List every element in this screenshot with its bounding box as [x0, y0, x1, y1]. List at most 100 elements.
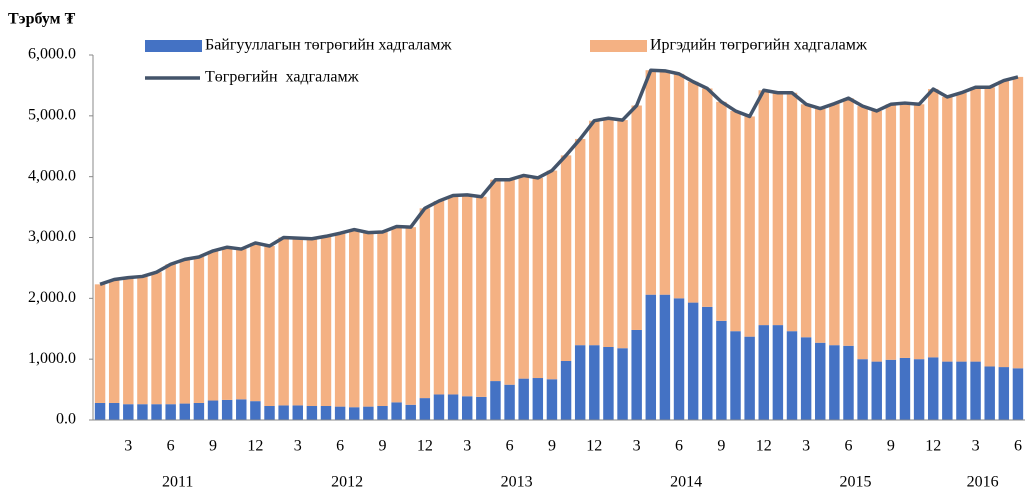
bar [193, 256, 205, 403]
x-tick-label: 12 [586, 438, 602, 455]
x-tick-label: 3 [972, 438, 980, 455]
bar [349, 407, 360, 420]
bar [377, 232, 388, 407]
bar [447, 394, 459, 420]
bar [137, 404, 148, 420]
bar [292, 405, 303, 420]
bar [94, 284, 106, 403]
bar [603, 118, 614, 348]
x-tick-label: 3 [802, 438, 810, 455]
bar [363, 406, 374, 420]
bar [800, 104, 812, 338]
x-tick-label: 9 [717, 438, 725, 455]
bar [306, 238, 318, 407]
x-tick-label: 12 [756, 438, 772, 455]
bar [772, 325, 784, 420]
bar [843, 345, 854, 420]
bar [574, 138, 586, 346]
bar [391, 226, 402, 403]
legend-swatch [145, 40, 202, 52]
line [99, 68, 1019, 286]
bar [899, 357, 911, 420]
bar [927, 89, 939, 358]
bar [320, 406, 332, 420]
bar [730, 331, 741, 420]
bar [236, 249, 247, 400]
bar [94, 402, 106, 420]
bar [306, 406, 318, 420]
x-tick-label: 3 [124, 438, 132, 455]
year-label: 2016 [967, 474, 999, 491]
bar [631, 329, 642, 420]
bar [589, 120, 600, 346]
legend-swatch [590, 40, 647, 52]
bar [744, 116, 755, 337]
bar [433, 201, 445, 395]
bar [476, 196, 487, 397]
y-tick-label: 1,000.0 [28, 350, 76, 367]
bar [419, 398, 431, 420]
bar [617, 348, 628, 420]
x-tick-label: 3 [463, 438, 471, 455]
year-label: 2012 [331, 474, 363, 491]
bar [207, 250, 219, 401]
bar [913, 104, 925, 360]
bar [716, 101, 727, 321]
bar [560, 155, 572, 361]
bar [970, 87, 981, 362]
bar [659, 70, 671, 295]
x-tick-label: 3 [633, 438, 641, 455]
bar [221, 247, 233, 400]
y-tick-label: 3,000.0 [28, 228, 76, 245]
y-tick-label: 0.0 [56, 411, 76, 428]
bar [885, 104, 897, 360]
bar [546, 170, 558, 380]
bar [956, 92, 967, 362]
x-tick-label: 6 [506, 438, 514, 455]
bar [927, 357, 939, 420]
x-tick-label: 9 [209, 438, 217, 455]
bar [617, 120, 628, 349]
bar [504, 179, 515, 385]
year-label: 2015 [840, 474, 872, 491]
bar [461, 194, 473, 397]
bar [264, 406, 275, 420]
bar [179, 403, 191, 420]
bar [363, 232, 374, 407]
bar [758, 325, 769, 420]
x-tick-label: 6 [675, 438, 683, 455]
bar [758, 90, 769, 326]
bar [1012, 368, 1024, 420]
bar [334, 406, 346, 420]
bar [899, 103, 911, 358]
bar [998, 80, 1010, 368]
bar [829, 103, 840, 346]
bar [419, 208, 431, 399]
x-tick-label: 9 [378, 438, 386, 455]
bar [193, 402, 205, 420]
y-tick-label: 2,000.0 [28, 289, 76, 306]
bar [772, 92, 784, 326]
bar [264, 246, 275, 407]
bar [334, 233, 346, 407]
bar [942, 361, 953, 420]
bar [532, 177, 544, 379]
bar [673, 73, 685, 299]
x-tick-label: 6 [1014, 438, 1022, 455]
bar [546, 379, 558, 420]
bar [292, 238, 303, 406]
y-axis-title: Тэрбум ₮ [8, 11, 76, 28]
y-tick-label: 6,000.0 [28, 46, 76, 63]
x-tick-label: 9 [887, 438, 895, 455]
bar [956, 361, 967, 420]
bar [800, 337, 812, 420]
bar [687, 302, 699, 420]
bar [970, 361, 981, 420]
x-tick-label: 12 [417, 438, 433, 455]
bar [871, 361, 882, 420]
bar [786, 331, 798, 420]
bar [151, 404, 162, 420]
bar [829, 345, 840, 420]
bar [165, 264, 176, 405]
bar [250, 401, 261, 420]
